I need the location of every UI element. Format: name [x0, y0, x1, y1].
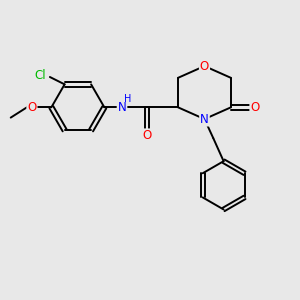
Text: N: N: [118, 101, 126, 114]
Text: O: O: [250, 101, 260, 114]
Text: O: O: [27, 101, 37, 114]
Text: O: O: [142, 129, 152, 142]
Text: O: O: [200, 60, 209, 73]
Text: N: N: [200, 112, 209, 126]
Text: Cl: Cl: [35, 69, 46, 82]
Text: H: H: [124, 94, 131, 104]
